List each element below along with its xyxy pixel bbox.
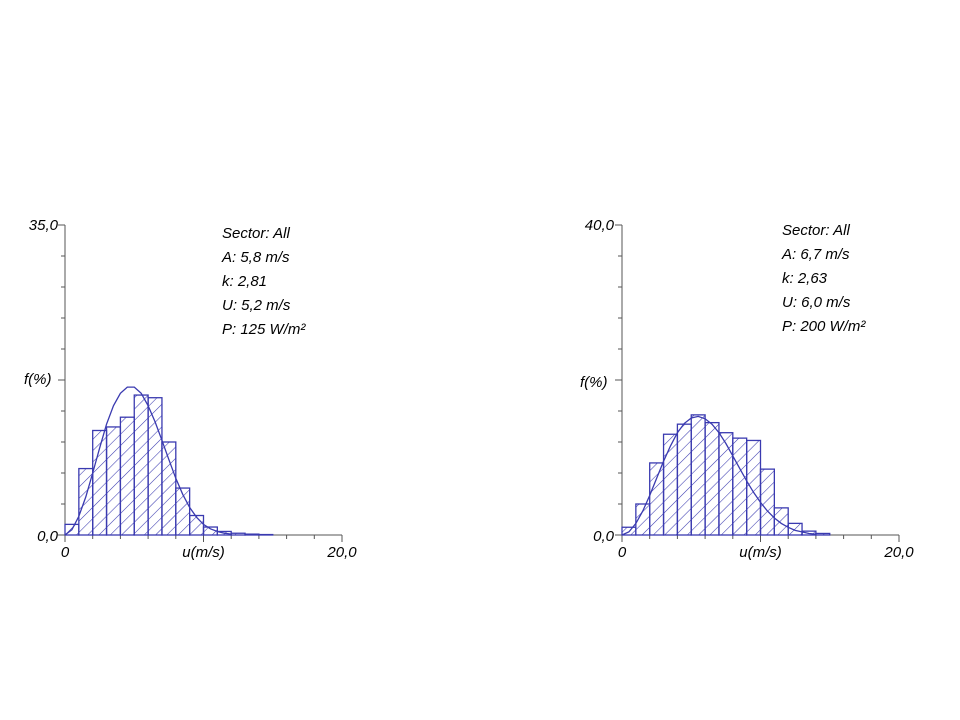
x-axis-label: u(m/s): [182, 544, 225, 561]
histogram-bar: [690, 414, 706, 536]
chart-right: 40,0 0,00 20,0 u(m/s) f(%) Sector: All A: 6,7 …: [580, 217, 914, 561]
histogram-bar: [161, 441, 177, 536]
info-line: k: 2,81: [222, 273, 267, 290]
info-line: U: 5,2 m/s: [222, 297, 291, 314]
histogram-bar: [105, 426, 122, 536]
histogram-bar: [188, 514, 205, 536]
y-axis-label: f(%): [580, 374, 608, 391]
info-line: Sector: All: [222, 225, 290, 242]
histogram-bar: [732, 437, 748, 536]
y-tick-label-bottom: 0,0: [37, 528, 59, 545]
info-line: P: 200 W/m²: [782, 318, 866, 335]
histogram-bar: [119, 416, 135, 536]
info-line: P: 125 W/m²: [222, 321, 306, 338]
info-line: A: 6,7 m/s: [781, 246, 850, 263]
histogram-bar: [676, 423, 692, 536]
y-tick-label-top: 40,0: [585, 217, 615, 234]
info-line: U: 6,0 m/s: [782, 294, 851, 311]
histogram-bar: [662, 433, 679, 536]
x-tick-label-left: 0: [61, 544, 70, 561]
histogram-bar: [759, 468, 776, 536]
y-axis-label: f(%): [24, 371, 52, 388]
histogram-bar: [230, 532, 246, 536]
weibull-fit-curve: [621, 415, 816, 536]
histogram-bar: [147, 397, 163, 536]
x-tick-label-right: 20,0: [883, 544, 914, 561]
histogram-bar: [244, 533, 260, 536]
histogram-bar: [704, 421, 720, 536]
histogram-bar: [133, 394, 149, 536]
histogram-bar: [787, 522, 803, 536]
histogram-bar: [746, 439, 762, 536]
x-tick-label-right: 20,0: [326, 544, 357, 561]
histogram-bar: [649, 462, 665, 536]
info-line: A: 5,8 m/s: [221, 249, 290, 266]
y-tick-label-top: 35,0: [29, 217, 59, 234]
chart-left: 35,0 0,00 20,0 u(m/s) f(%) Sector: All A: 5,8 …: [24, 217, 357, 561]
histogram-bar: [718, 432, 734, 536]
info-line: Sector: All: [782, 222, 850, 239]
x-tick-label-left: 0: [618, 544, 627, 561]
y-tick-label-bottom: 0,0: [593, 528, 615, 545]
histogram-bar: [773, 507, 789, 536]
histogram-bar: [815, 532, 831, 536]
x-axis-label: u(m/s): [739, 544, 782, 561]
weibull-fit-curve: [64, 386, 232, 536]
info-line: k: 2,63: [782, 270, 828, 287]
